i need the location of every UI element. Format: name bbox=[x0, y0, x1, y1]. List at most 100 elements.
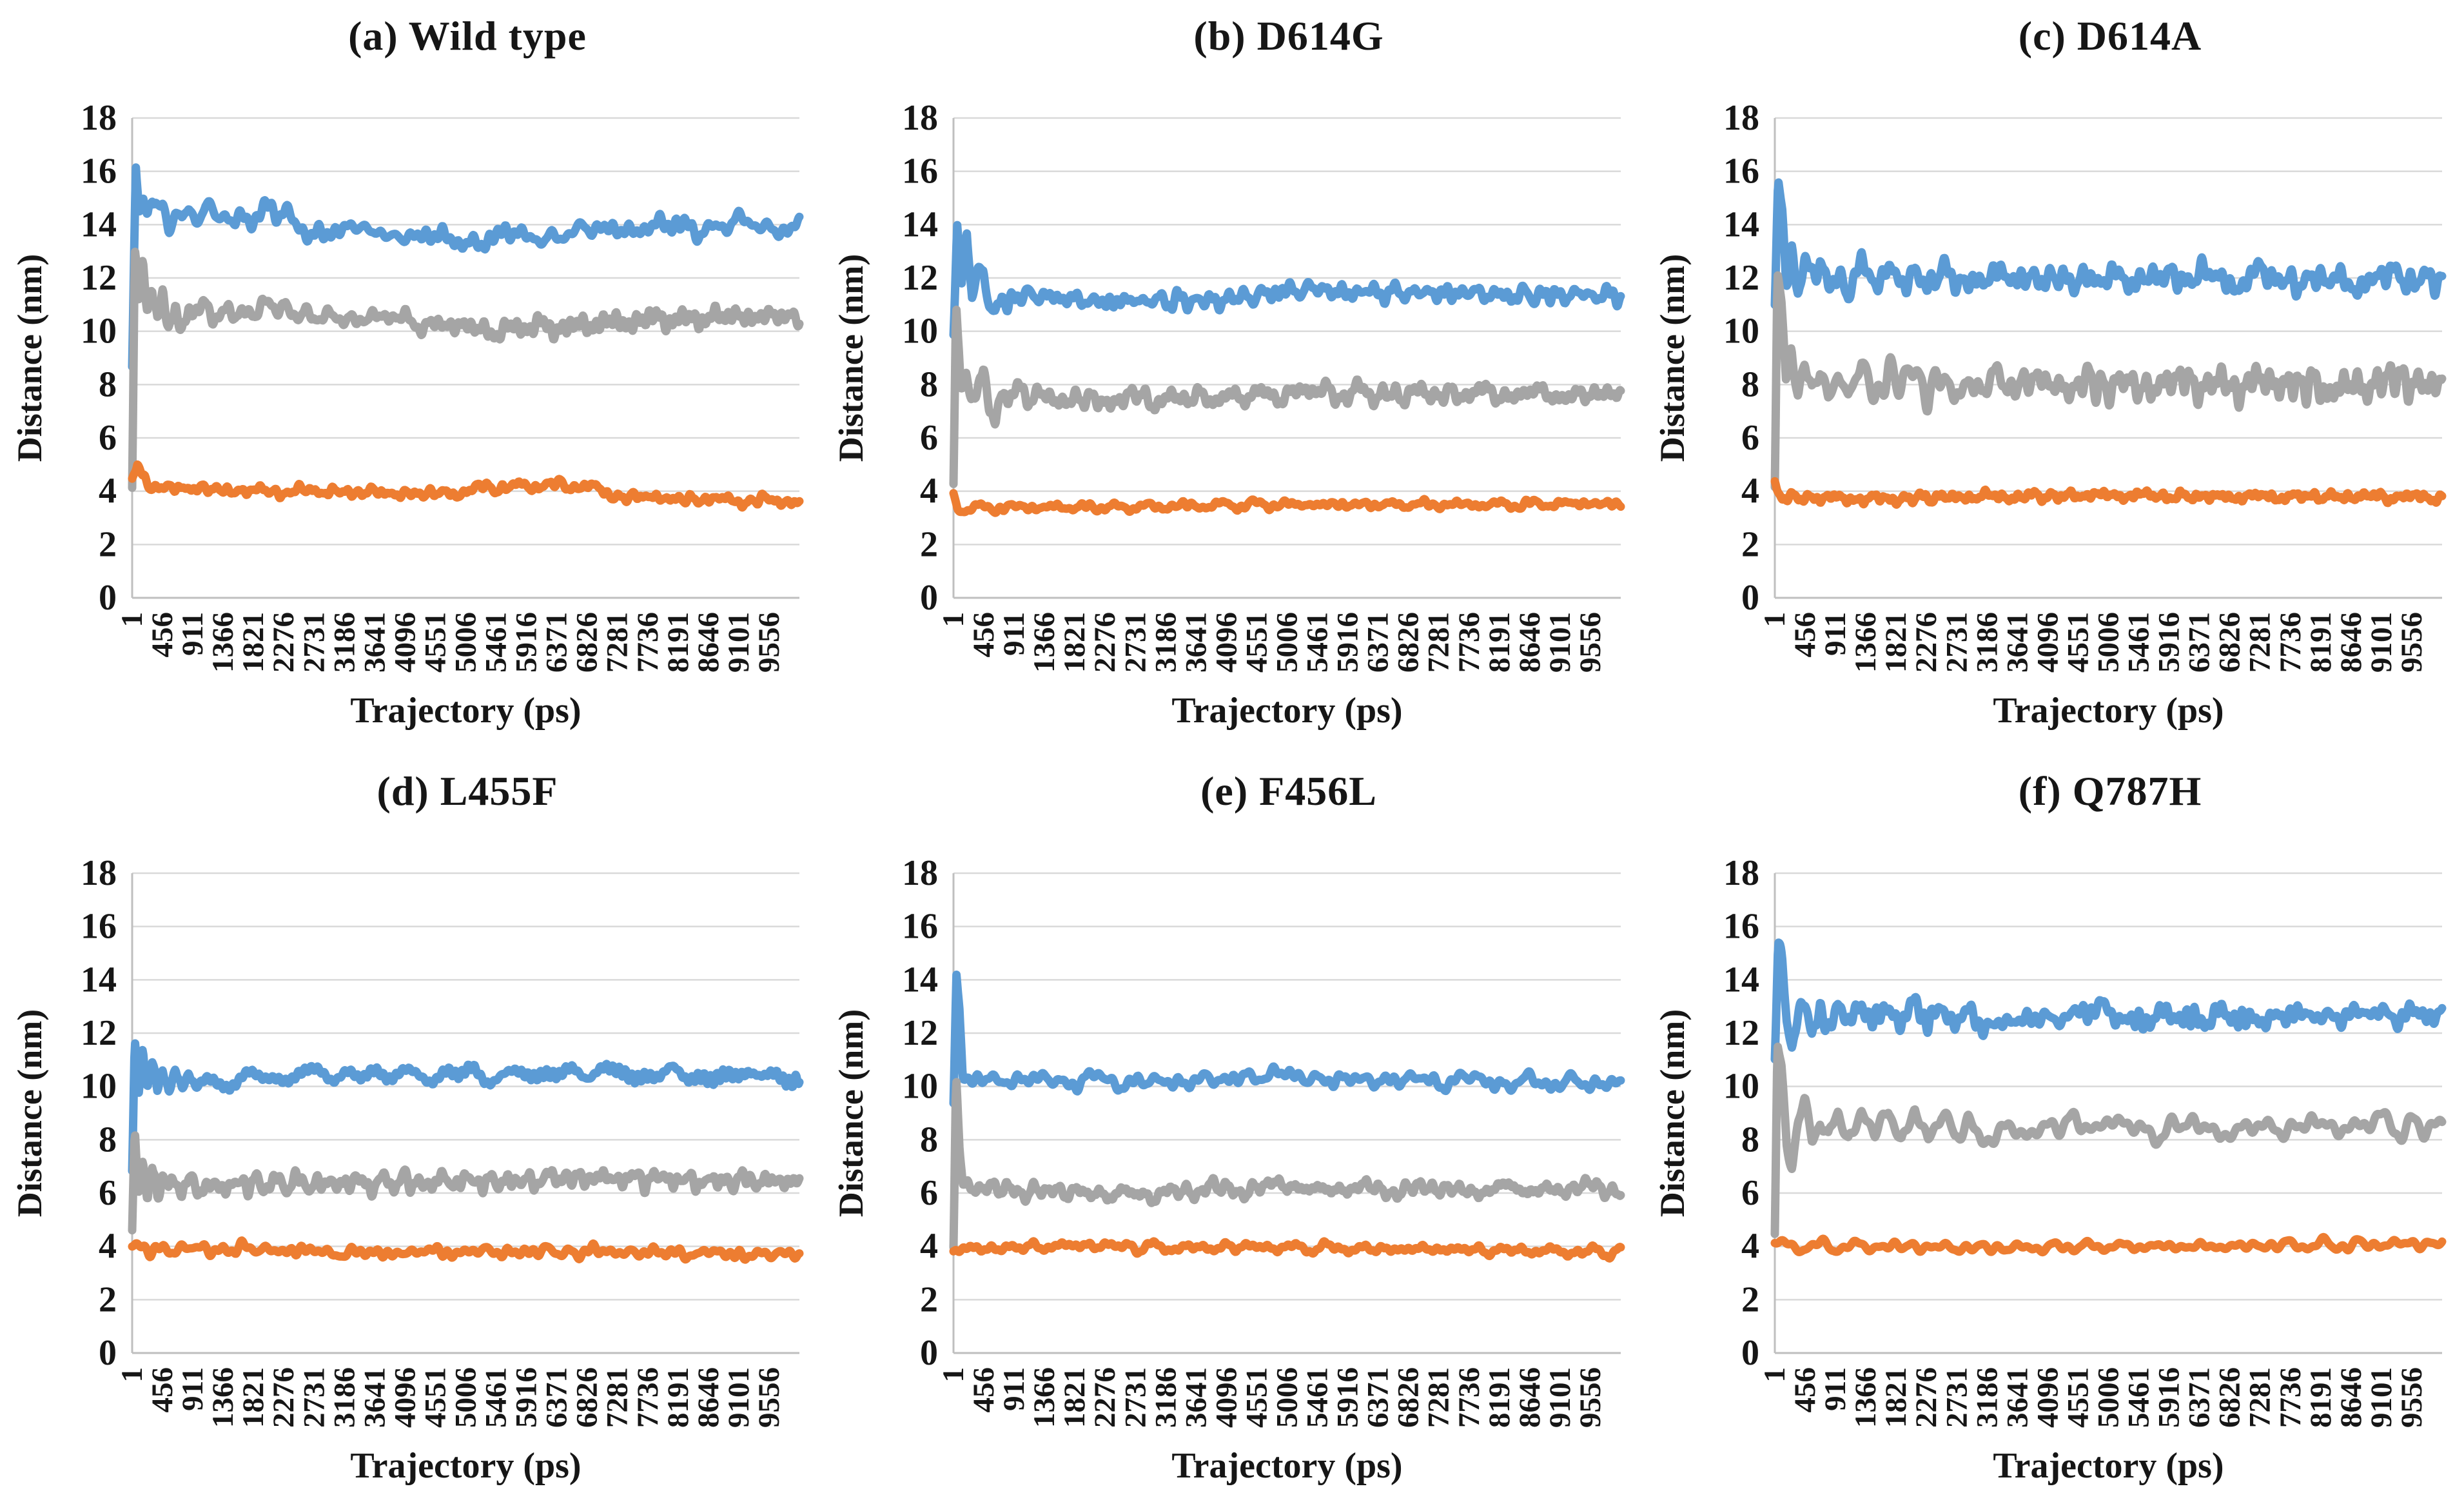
x-tick-label: 4096 bbox=[1209, 1367, 1243, 1428]
x-tick-label: 5916 bbox=[510, 612, 543, 673]
y-tick-label: 18 bbox=[81, 853, 117, 893]
panel-d-title: (d) L455F bbox=[376, 768, 558, 814]
x-tick-label: 7736 bbox=[1452, 612, 1486, 673]
x-tick-label: 6371 bbox=[540, 1367, 574, 1428]
y-tick-label: 10 bbox=[81, 311, 117, 351]
x-tick-label: 3641 bbox=[2000, 1367, 2034, 1428]
x-tick-label: 8191 bbox=[2304, 612, 2338, 673]
panel-b: (b) D614G 0 2 4 6 8 10 12 14 16 18 1 456 911 1366 1821… bbox=[821, 0, 1643, 755]
y-tick-label: 18 bbox=[1723, 98, 1759, 138]
gridlines bbox=[1775, 117, 2442, 599]
x-tick-label: 1 bbox=[1758, 612, 1792, 627]
x-tick-label: 4096 bbox=[2031, 612, 2064, 673]
x-tick-label: 6826 bbox=[1392, 612, 1425, 673]
panel-b-chart: 0 2 4 6 8 10 12 14 16 18 1456911136618212276273131… bbox=[832, 98, 1625, 731]
x-tick-label: 4096 bbox=[2031, 1367, 2064, 1428]
x-tick-label: 5006 bbox=[2092, 1367, 2126, 1428]
panel-f-title: (f) Q787H bbox=[2018, 768, 2202, 814]
x-tick-label: 2731 bbox=[297, 1367, 331, 1428]
x-tick-label: 6826 bbox=[2213, 612, 2247, 673]
x-tick-label: 8191 bbox=[2304, 1367, 2338, 1428]
x-tick-label: 3641 bbox=[1179, 1367, 1213, 1428]
panel-a-chart: 0 2 4 6 8 10 12 14 16 18 1456911136618212276273131… bbox=[10, 98, 804, 731]
x-tick-label: 2731 bbox=[1940, 612, 1973, 673]
panel-c-chart: 0 2 4 6 8 10 12 14 16 18 1456911136618212276273131… bbox=[1653, 98, 2447, 731]
gridlines bbox=[953, 117, 1621, 599]
y-tick-label: 16 bbox=[81, 907, 117, 947]
x-tick-label: 456 bbox=[967, 612, 1001, 658]
panel-d: (d) L455F 0 2 4 6 8 10 12 14 16 18 1 456 911 1366 1821… bbox=[0, 755, 821, 1510]
y-tick-label: 16 bbox=[81, 152, 117, 192]
panel-c: (c) D614A 0 2 4 6 8 10 12 14 16 18 1 456 911 1366 1821… bbox=[1643, 0, 2464, 755]
x-tick-label: 3186 bbox=[328, 612, 361, 673]
x-tick-label: 9101 bbox=[1543, 612, 1577, 673]
y-tick-labels: 0 2 4 6 8 10 12 14 16 18 bbox=[902, 98, 938, 618]
x-tick-label: 1366 bbox=[1849, 1367, 1882, 1428]
y-tick-label: 16 bbox=[902, 907, 938, 947]
y-tick-label: 2 bbox=[99, 524, 117, 564]
panel-f: (f) Q787H 0 2 4 6 8 10 12 14 16 18 1 456 911 1366 1821… bbox=[1643, 755, 2464, 1510]
x-tick-label: 1366 bbox=[206, 612, 240, 673]
x-tick-label: 8646 bbox=[2334, 1367, 2368, 1428]
x-tick-label: 1821 bbox=[1879, 612, 1913, 673]
y-tick-label: 14 bbox=[1723, 204, 1759, 244]
x-tick-label: 7281 bbox=[601, 612, 634, 673]
y-tick-labels: 0 2 4 6 8 10 12 14 16 18 bbox=[81, 853, 117, 1373]
x-tick-label: 6371 bbox=[1362, 612, 1395, 673]
y-axis-title: Distance (nm) bbox=[832, 254, 870, 462]
x-tick-label: 3641 bbox=[358, 1367, 391, 1428]
x-tick-label: 8191 bbox=[1483, 1367, 1516, 1428]
x-tick-label: 4551 bbox=[1240, 612, 1273, 673]
x-tick-label: 1 bbox=[937, 1367, 970, 1383]
panel-e: (e) F456L 0 2 4 6 8 10 12 14 16 18 1 456 911 1366 1821… bbox=[821, 755, 1643, 1510]
x-tick-label: 1821 bbox=[237, 612, 270, 673]
y-tick-label: 16 bbox=[902, 152, 938, 192]
series-line-gray bbox=[1770, 1042, 2447, 1238]
x-tick-label: 6826 bbox=[2213, 1367, 2247, 1428]
x-tick-label: 8191 bbox=[1483, 612, 1516, 673]
x-tick-label: 1821 bbox=[1058, 612, 1091, 673]
gridlines bbox=[953, 872, 1621, 1354]
series-line-orange bbox=[949, 489, 1625, 517]
y-tick-label: 2 bbox=[920, 1279, 938, 1319]
x-axis-title: Trajectory (ps) bbox=[1993, 691, 2224, 731]
y-tick-label: 8 bbox=[99, 1120, 117, 1160]
y-tick-label: 8 bbox=[1741, 1120, 1759, 1160]
gridlines bbox=[132, 872, 799, 1354]
panel-e-chart: 0 2 4 6 8 10 12 14 16 18 1456911136618212276273131… bbox=[832, 853, 1625, 1486]
y-tick-label: 12 bbox=[1723, 258, 1759, 298]
y-tick-label: 0 bbox=[920, 578, 938, 618]
x-tick-label: 5006 bbox=[1271, 612, 1304, 673]
x-tick-label: 8191 bbox=[661, 1367, 695, 1428]
y-axis-title: Distance (nm) bbox=[832, 1009, 870, 1217]
series-line-gray bbox=[949, 305, 1625, 488]
y-tick-label: 8 bbox=[920, 364, 938, 404]
y-tick-labels: 0 2 4 6 8 10 12 14 16 18 bbox=[81, 98, 117, 618]
x-tick-label: 8646 bbox=[2334, 612, 2368, 673]
x-tick-label: 2276 bbox=[267, 1367, 300, 1428]
x-tick-labels: 1456911136618212276273131863641409645515… bbox=[115, 1367, 786, 1428]
x-tick-label: 2731 bbox=[297, 612, 331, 673]
x-tick-label: 6371 bbox=[540, 612, 574, 673]
x-tick-label: 9101 bbox=[2365, 1367, 2398, 1428]
y-tick-label: 12 bbox=[902, 1013, 938, 1053]
y-tick-label: 8 bbox=[99, 364, 117, 404]
y-tick-label: 12 bbox=[81, 258, 117, 298]
x-tick-label: 5006 bbox=[449, 612, 483, 673]
x-tick-label: 4551 bbox=[418, 612, 452, 673]
x-tick-label: 456 bbox=[1788, 1367, 1822, 1413]
y-tick-labels: 0 2 4 6 8 10 12 14 16 18 bbox=[1723, 853, 1759, 1373]
x-tick-label: 4096 bbox=[388, 612, 422, 673]
x-tick-label: 9556 bbox=[752, 612, 786, 673]
x-tick-label: 1366 bbox=[1028, 612, 1061, 673]
panel-d-chart: 0 2 4 6 8 10 12 14 16 18 1456911136618212276273131… bbox=[10, 853, 804, 1486]
y-axis-title: Distance (nm) bbox=[10, 254, 49, 462]
y-tick-label: 6 bbox=[920, 1173, 938, 1213]
x-tick-label: 8646 bbox=[692, 1367, 725, 1428]
y-tick-label: 0 bbox=[99, 1333, 117, 1373]
x-tick-label: 9556 bbox=[2395, 1367, 2429, 1428]
panel-a: (a) Wild type 0 2 4 6 8 10 12 14 16 18 1 456 911 1366… bbox=[0, 0, 821, 755]
y-tick-label: 2 bbox=[920, 524, 938, 564]
series-line-blue bbox=[1770, 938, 2447, 1063]
x-tick-label: 911 bbox=[997, 1367, 1031, 1411]
